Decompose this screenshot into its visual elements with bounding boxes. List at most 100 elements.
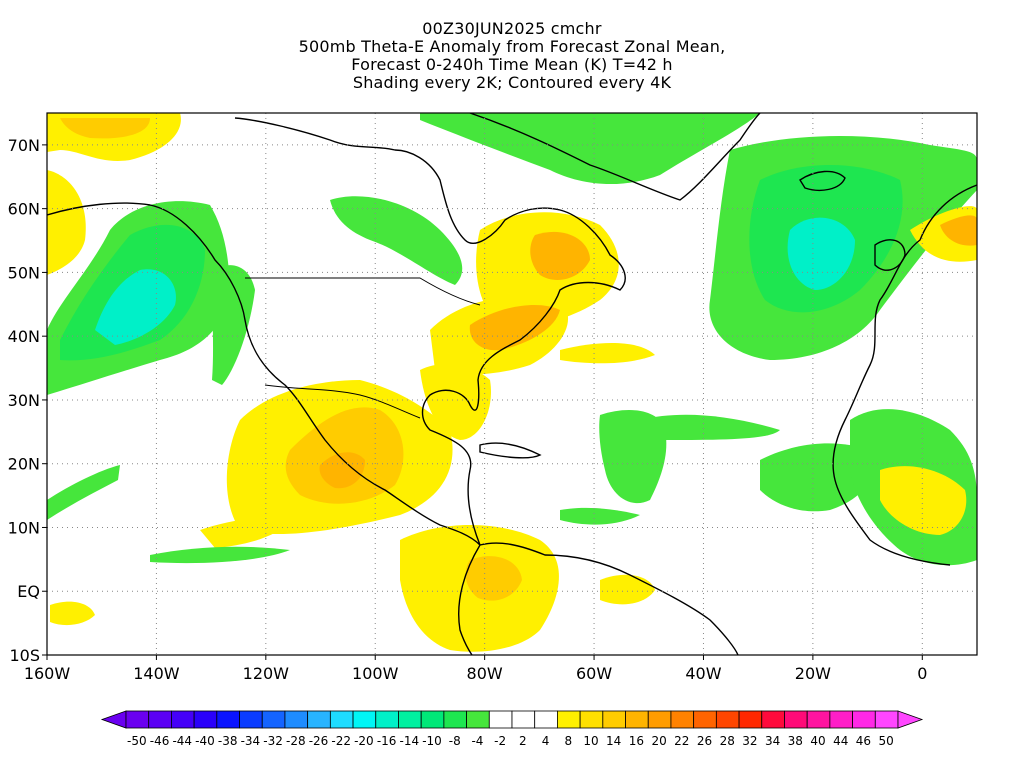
tropical-yellow-patch <box>600 574 655 605</box>
ne-us-orange-region <box>469 305 560 351</box>
lon-label: 60W <box>576 664 612 683</box>
lon-label: 40W <box>685 664 721 683</box>
colorbar-box <box>693 710 717 729</box>
iceland-coastline <box>799 170 846 191</box>
pacific-cyan-core <box>95 269 176 345</box>
lat-label: 50N <box>8 263 40 282</box>
labrador-orange-region <box>530 231 590 280</box>
lat-label: 30N <box>8 391 40 410</box>
colorbar-label: -2 <box>494 734 506 748</box>
lon-label: 80W <box>467 664 503 683</box>
nw-africa-orange <box>940 215 977 246</box>
gulf-alaska-yellow <box>47 170 86 275</box>
map-frame <box>46 112 978 656</box>
colorbar-box <box>874 710 899 729</box>
atlantic-yellow-streak <box>560 343 655 364</box>
colorbar-label: -38 <box>218 734 238 748</box>
colorbar-box <box>625 710 649 729</box>
ne-pacific-green <box>212 265 255 385</box>
title-line-1: 00Z30JUN2025 cmchr <box>422 19 602 38</box>
colorbar-label: 4 <box>542 734 550 748</box>
colorbar-box <box>738 710 763 729</box>
colorbar-label: 2 <box>519 734 527 748</box>
colorbar-box <box>375 710 399 729</box>
pacific-green-band <box>47 465 120 520</box>
colorbar-box <box>261 710 286 729</box>
colorbar-label: 40 <box>810 734 825 748</box>
colorbar-label: 20 <box>651 734 666 748</box>
east-atlantic-green <box>760 443 873 512</box>
colorbar-box <box>443 710 467 729</box>
colorbar-box <box>239 710 263 729</box>
coastlines-layer <box>47 113 977 655</box>
colorbar-box <box>715 710 740 729</box>
colorbar-box <box>534 710 558 729</box>
colorbar-label: -40 <box>195 734 215 748</box>
colorbar-label: -34 <box>241 734 261 748</box>
colorbar-box <box>307 710 331 729</box>
title-line-2: 500mb Theta-E Anomaly from Forecast Zona… <box>298 37 726 56</box>
colorbar-label: -44 <box>172 734 192 748</box>
lat-label: 40N <box>8 327 40 346</box>
greenland-coastline <box>469 113 761 201</box>
caribbean-green-streak <box>560 507 640 525</box>
colorbar-box <box>193 710 218 729</box>
colorbar-label: 8 <box>564 734 572 748</box>
africa-yellow-region <box>880 466 967 535</box>
us-mexico-border <box>264 384 421 419</box>
colorbar-label: 16 <box>629 734 644 748</box>
lon-label: 100W <box>352 664 399 683</box>
colorbar-box <box>579 710 604 729</box>
colorbar-label: 38 <box>788 734 803 748</box>
greenland-green-region <box>420 113 760 185</box>
europe-africa-coastline <box>832 184 977 566</box>
colorbar-label: -28 <box>286 734 306 748</box>
colorbar-label: 44 <box>833 734 848 748</box>
colorbar-right-arrow <box>897 710 924 729</box>
colorbar-box <box>557 710 581 729</box>
colorbar-label: -8 <box>449 734 461 748</box>
colorbar-box <box>670 710 695 729</box>
colorbar-box <box>125 710 150 729</box>
lon-label: 0 <box>917 664 927 683</box>
lat-lon-grid <box>47 113 977 655</box>
colorbar-label: 50 <box>879 734 894 748</box>
colorbar-box <box>602 710 626 729</box>
title-line-3: Forecast 0-240h Time Mean (K) T=42 h <box>351 55 673 74</box>
colorbar-box <box>852 710 876 729</box>
us-canada-border <box>245 277 481 306</box>
colorbar-boxes <box>100 710 924 729</box>
colorbar-label: 22 <box>674 734 689 748</box>
colorbar-box <box>284 710 309 729</box>
colorbar-label: -4 <box>471 734 483 748</box>
colorbar-box <box>148 710 172 729</box>
gulf-yellow-region <box>420 364 491 440</box>
colorbar-box <box>806 710 831 729</box>
colorbar-label: -10 <box>422 734 442 748</box>
colorbar-labels: -50 -46 -44 -40 -38 -34 -32 -28 -26 -22 -20 -16 -14-… <box>127 734 894 748</box>
south-america-coastline <box>458 542 739 655</box>
colorbar-label: 34 <box>765 734 780 748</box>
colorbar-label: -20 <box>354 734 374 748</box>
colorbar-label: -16 <box>377 734 397 748</box>
colorbar-label: 46 <box>856 734 871 748</box>
colorbar-box <box>352 710 377 729</box>
latitude-tick-labels: 70N 60N 50N 40N 30N 20N 10N EQ 10S <box>8 136 47 665</box>
colorbar-label: -14 <box>400 734 420 748</box>
lon-label: 140W <box>133 664 180 683</box>
colorbar-label: 32 <box>742 734 757 748</box>
colorbar-box <box>784 710 808 729</box>
colorbar-label: 26 <box>697 734 712 748</box>
colorbar-label: 14 <box>606 734 621 748</box>
canada-green-region <box>330 196 463 285</box>
longitude-tick-labels: 160W 140W 120W 100W 80W 60W 40W 20W 0 <box>24 655 927 683</box>
lat-label: 10N <box>8 518 40 537</box>
lon-label: 20W <box>795 664 831 683</box>
colorbar-label: -50 <box>127 734 147 748</box>
east-pacific-yellow-band <box>200 518 290 548</box>
colorbar-label: -22 <box>331 734 351 748</box>
south-america-orange-spot <box>465 556 522 601</box>
colorbar-label: -26 <box>309 734 329 748</box>
colorbar-box <box>420 710 445 729</box>
